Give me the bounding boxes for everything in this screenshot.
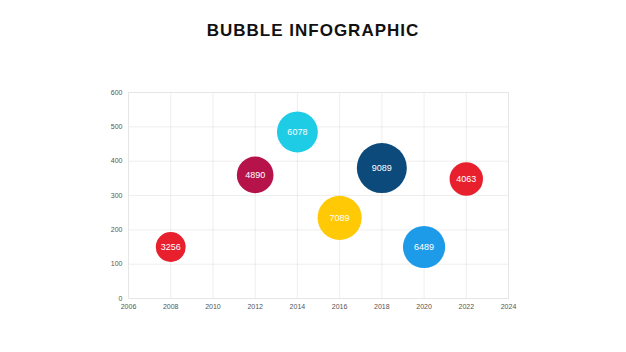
svg-text:6489: 6489 xyxy=(414,242,434,252)
svg-text:2010: 2010 xyxy=(205,303,221,310)
svg-text:7089: 7089 xyxy=(330,213,350,223)
svg-text:400: 400 xyxy=(111,157,123,164)
svg-text:600: 600 xyxy=(111,89,123,96)
svg-text:300: 300 xyxy=(111,192,123,199)
svg-text:2024: 2024 xyxy=(501,303,517,310)
svg-text:2014: 2014 xyxy=(290,303,306,310)
html-text:BUBBLE INFOGRAPHIC: BUBBLE INFOGRAPHIC xyxy=(206,21,420,40)
svg-text:0: 0 xyxy=(119,295,123,302)
svg-text:500: 500 xyxy=(111,123,123,130)
svg-text:2020: 2020 xyxy=(416,303,432,310)
svg-text:4890: 4890 xyxy=(245,170,265,180)
svg-text:2008: 2008 xyxy=(163,303,179,310)
svg-text:200: 200 xyxy=(111,226,123,233)
svg-text:2022: 2022 xyxy=(458,303,474,310)
svg-text:6078: 6078 xyxy=(287,127,307,137)
svg-text:2012: 2012 xyxy=(247,303,263,310)
svg-text:2006: 2006 xyxy=(121,303,137,310)
svg-text:2016: 2016 xyxy=(332,303,348,310)
svg-text:9089: 9089 xyxy=(372,163,392,173)
svg-text:4063: 4063 xyxy=(456,174,476,184)
svg-text:3256: 3256 xyxy=(161,242,181,252)
svg-text:100: 100 xyxy=(111,260,123,267)
svg-text:2018: 2018 xyxy=(374,303,390,310)
